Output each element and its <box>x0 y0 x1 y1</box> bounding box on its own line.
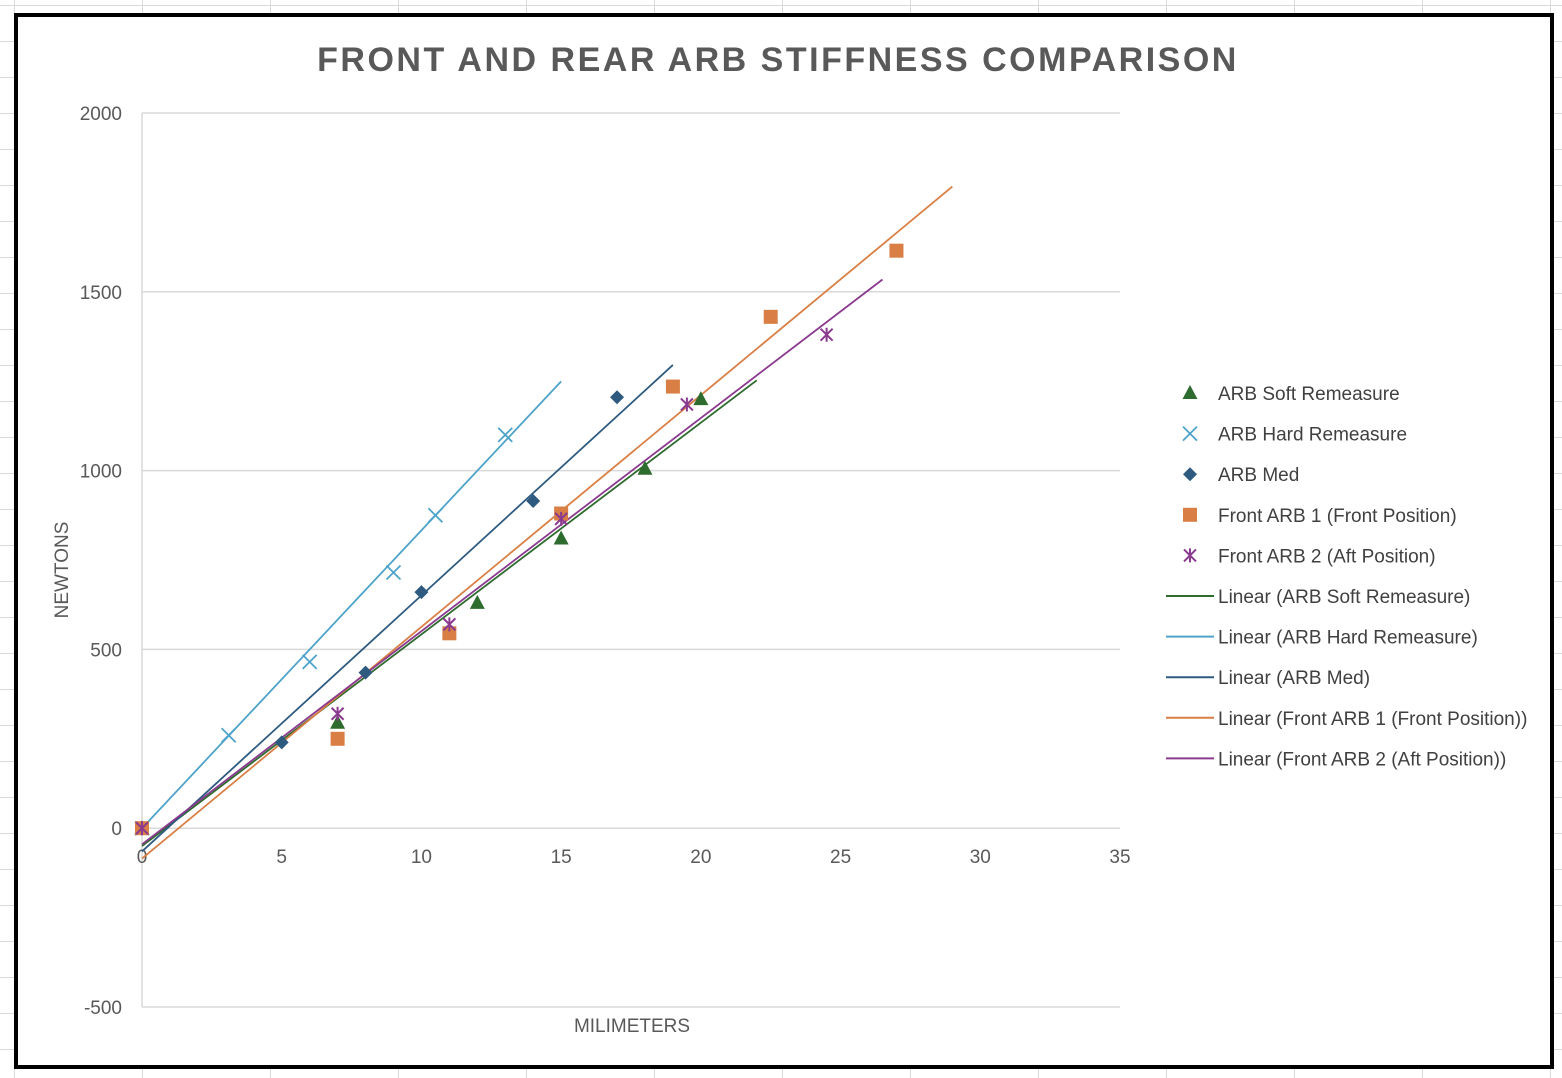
data-point <box>819 327 834 342</box>
data-point <box>330 714 346 729</box>
legend-item: ARB Med <box>1183 465 1299 486</box>
legend-marker <box>1183 507 1197 522</box>
legend-label: Linear (Front ARB 1 (Front Position)) <box>1218 709 1527 730</box>
legend-label: Linear (ARB Soft Remeasure) <box>1218 587 1470 608</box>
trendline <box>141 379 758 847</box>
data-point <box>442 617 457 632</box>
legend-marker <box>1183 548 1197 563</box>
y-tick-label: 2000 <box>80 104 122 125</box>
data-point <box>554 511 568 526</box>
legend-marker <box>1182 425 1198 442</box>
data-point <box>135 821 149 836</box>
x-tick-label: 10 <box>411 847 432 868</box>
legend-label: ARB Hard Remeasure <box>1218 425 1407 446</box>
data-point <box>889 243 904 258</box>
trendline <box>141 185 953 860</box>
data-point <box>553 530 569 545</box>
chart-title: FRONT AND REAR ARB STIFFNESS COMPARISON <box>317 41 1239 79</box>
x-axis-title: MILIMETERS <box>574 1016 690 1037</box>
x-tick-label: 15 <box>551 847 572 868</box>
legend-label: ARB Soft Remeasure <box>1218 384 1400 405</box>
legend-item: ARB Hard Remeasure <box>1182 425 1407 446</box>
legend-label: ARB Med <box>1218 465 1299 486</box>
legend-item: Linear (Front ARB 1 (Front Position)) <box>1166 709 1527 730</box>
trendline <box>141 380 562 829</box>
y-axis-title: NEWTONS <box>52 522 73 619</box>
data-point <box>526 493 541 508</box>
data-point <box>442 626 457 641</box>
chart-area[interactable]: FRONT AND REAR ARB STIFFNESS COMPARISON … <box>14 13 1554 1069</box>
x-tick-label: 30 <box>970 847 991 868</box>
legend-item: ARB Soft Remeasure <box>1182 384 1400 405</box>
x-tick-label: 20 <box>690 847 711 868</box>
y-tick-label: 1000 <box>80 462 122 483</box>
y-tick-label: 0 <box>111 819 122 840</box>
trendlines <box>141 185 953 860</box>
legend-item: Linear (Front ARB 2 (Aft Position)) <box>1166 749 1506 770</box>
data-point <box>680 397 694 412</box>
gridlines <box>141 112 1120 1008</box>
legend-label: Linear (Front ARB 2 (Aft Position)) <box>1218 749 1506 770</box>
trendline <box>141 364 674 853</box>
x-axis-tick-labels: 0 5 10 15 20 25 30 35 <box>137 847 1131 868</box>
data-point <box>358 665 373 680</box>
x-tick-label: 5 <box>276 847 287 868</box>
y-axis-tick-labels: -500 0 500 1000 1500 2000 <box>80 104 122 1019</box>
data-point <box>414 585 429 600</box>
data-point <box>693 391 709 406</box>
x-tick-label: 25 <box>830 847 851 868</box>
legend-label: Front ARB 2 (Aft Position) <box>1218 546 1436 567</box>
legend-marker <box>1182 385 1198 399</box>
data-point <box>427 507 444 523</box>
data-point <box>610 390 625 405</box>
y-tick-label: 500 <box>90 640 122 661</box>
data-points <box>134 243 904 836</box>
legend-item: Linear (ARB Soft Remeasure) <box>1166 587 1470 608</box>
legend-marker <box>1183 467 1197 482</box>
data-point <box>637 460 653 475</box>
y-tick-label: -500 <box>84 998 122 1019</box>
legend-item: Front ARB 1 (Front Position) <box>1183 506 1457 527</box>
legend: ARB Soft Remeasure ARB Hard Remeasure ARB … <box>1166 384 1527 770</box>
data-point <box>330 706 345 721</box>
data-point <box>274 735 289 750</box>
data-point <box>330 731 345 746</box>
data-point <box>469 594 485 609</box>
legend-label: Linear (ARB Med) <box>1218 668 1370 689</box>
y-tick-label: 1500 <box>80 283 122 304</box>
data-point <box>302 654 318 670</box>
data-point <box>385 564 402 581</box>
trendline <box>141 278 884 846</box>
data-point <box>665 379 680 394</box>
data-point <box>497 427 513 443</box>
legend-item: Linear (ARB Hard Remeasure) <box>1166 628 1478 649</box>
legend-item: Front ARB 2 (Aft Position) <box>1183 546 1436 567</box>
data-point <box>220 727 237 743</box>
x-tick-label: 35 <box>1109 847 1130 868</box>
scatter-chart: FRONT AND REAR ARB STIFFNESS COMPARISON … <box>52 41 1527 1037</box>
legend-item: Linear (ARB Med) <box>1166 668 1370 689</box>
data-point <box>763 309 778 324</box>
legend-label: Linear (ARB Hard Remeasure) <box>1218 628 1478 649</box>
legend-label: Front ARB 1 (Front Position) <box>1218 506 1457 527</box>
